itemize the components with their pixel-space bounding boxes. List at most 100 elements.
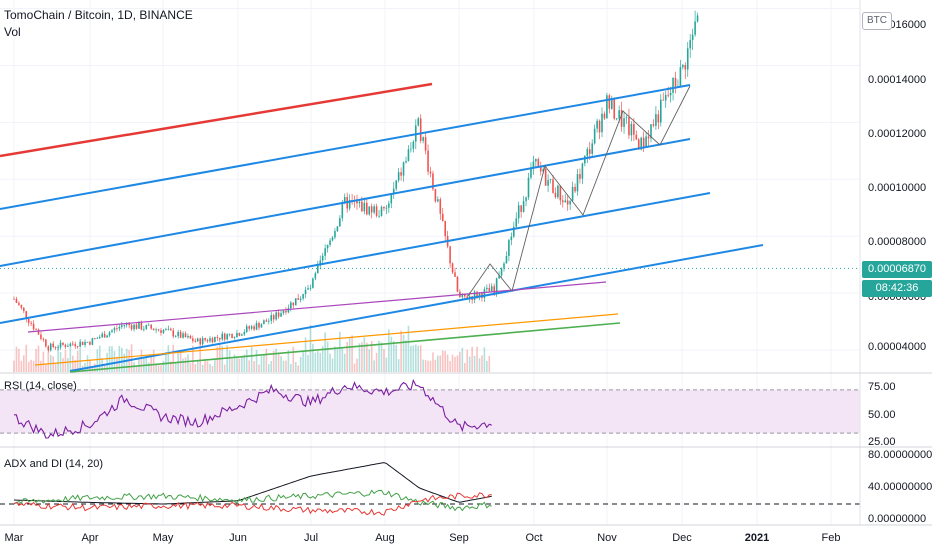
candle-body xyxy=(385,207,388,209)
candle-body xyxy=(125,323,128,325)
candle-body xyxy=(412,141,415,149)
volume-bar xyxy=(64,349,67,372)
candle-body xyxy=(101,333,103,338)
volume-bar xyxy=(72,355,74,372)
candle-body xyxy=(547,180,549,186)
adx-tick-label: 80.00000000 xyxy=(868,449,932,461)
candle-body xyxy=(633,123,635,135)
volume-bar xyxy=(324,332,326,372)
currency-badge[interactable]: BTC xyxy=(862,12,892,30)
volume-bar xyxy=(179,350,182,372)
volume-bar xyxy=(319,352,322,372)
candle-body xyxy=(650,124,652,139)
volume-bar xyxy=(366,342,368,372)
volume-bar xyxy=(241,356,243,372)
candle-body xyxy=(635,134,638,140)
candle-body xyxy=(245,326,248,332)
candle-body xyxy=(579,174,581,179)
volume-bar xyxy=(317,351,319,372)
candle-body xyxy=(160,330,162,333)
candle-body xyxy=(694,21,696,35)
candle-body xyxy=(150,324,152,329)
candle-body xyxy=(566,200,569,205)
volume-bar xyxy=(177,350,179,372)
candle-body xyxy=(535,159,537,162)
candle-body xyxy=(574,186,576,192)
candle-body xyxy=(473,291,476,300)
volume-bar xyxy=(351,335,353,372)
volume-bar xyxy=(280,356,282,372)
candle-body xyxy=(464,293,466,297)
candle-body xyxy=(361,201,363,212)
candle-body xyxy=(326,244,329,249)
candle-body xyxy=(684,65,687,70)
candle-body xyxy=(260,324,263,328)
adx-series-line xyxy=(13,489,492,512)
adx-legend[interactable]: ADX and DI (14, 20) xyxy=(4,458,104,470)
volume-bar xyxy=(437,355,439,372)
volume-bar xyxy=(199,344,201,372)
candle-body xyxy=(348,199,351,209)
volume-bar xyxy=(172,344,175,372)
volume-bar xyxy=(299,357,302,372)
rsi-band xyxy=(0,389,860,434)
candle-body xyxy=(562,200,564,203)
candle-body xyxy=(317,265,319,274)
candle-body xyxy=(674,77,677,87)
candle-body xyxy=(13,298,15,300)
candle-body xyxy=(103,333,106,338)
adx-series-line xyxy=(13,492,492,516)
volume-bar xyxy=(361,342,363,372)
price-tick-label: 0.00004000 xyxy=(868,341,926,353)
candle-body xyxy=(236,333,238,338)
candle-body xyxy=(388,203,390,208)
volume-bar xyxy=(20,360,23,372)
volume-bar xyxy=(40,360,42,372)
candle-body xyxy=(135,324,138,329)
volume-bar xyxy=(268,364,270,372)
candle-body xyxy=(206,340,209,342)
candle-body xyxy=(106,335,108,338)
volume-bar xyxy=(133,362,135,372)
volume-bar xyxy=(321,346,324,372)
candle-body xyxy=(419,118,422,141)
volume-legend[interactable]: Vol xyxy=(4,25,21,39)
volume-bar xyxy=(368,349,371,372)
volume-bar xyxy=(427,360,429,372)
volume-bar xyxy=(483,347,486,372)
candle-body xyxy=(620,110,623,127)
candle-body xyxy=(437,199,439,202)
volume-bar xyxy=(25,344,28,372)
volume-bar xyxy=(194,364,197,372)
adx-tick-labels: 80.00000000 40.00000000 0.00000000 xyxy=(868,449,932,525)
volume-bar xyxy=(346,342,348,372)
candle-body xyxy=(613,98,616,119)
candle-body xyxy=(299,298,302,300)
candle-body xyxy=(67,346,69,348)
candle-body xyxy=(214,336,216,343)
volume-bar xyxy=(410,345,412,372)
volume-bar xyxy=(461,347,464,372)
volume-bar xyxy=(407,325,410,372)
rsi-legend[interactable]: RSI (14, close) xyxy=(4,380,77,392)
candle-body xyxy=(258,322,260,328)
candle-body xyxy=(57,347,59,349)
volume-bar xyxy=(476,346,478,372)
symbol-title[interactable]: TomoChain / Bitcoin, 1D, BINANCE xyxy=(4,8,193,22)
candle-body xyxy=(15,298,18,303)
candle-body xyxy=(339,218,341,227)
candle-body xyxy=(334,231,336,238)
time-label: Oct xyxy=(525,532,542,544)
rsi-tick-label: 25.00 xyxy=(868,436,896,448)
volume-bar xyxy=(138,357,140,372)
volume-bar xyxy=(370,340,373,372)
volume-bar xyxy=(415,344,417,372)
candle-body xyxy=(221,333,224,340)
volume-bar xyxy=(118,345,121,372)
candle-body xyxy=(253,326,255,330)
candle-body xyxy=(23,307,25,312)
candle-body xyxy=(336,226,339,232)
countdown-tag: 08:42:36 xyxy=(862,280,932,297)
